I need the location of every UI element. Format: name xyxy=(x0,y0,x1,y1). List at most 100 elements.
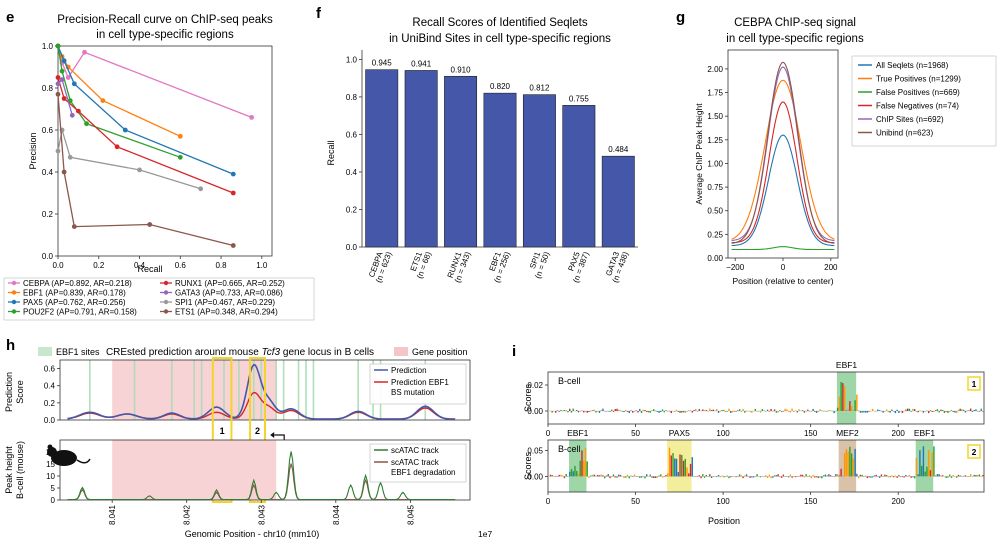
e-series-point xyxy=(114,144,120,150)
i-score-bar xyxy=(919,450,921,477)
f-bar-value-label: 0.941 xyxy=(411,59,432,68)
e-legend-marker xyxy=(11,290,17,295)
i-score-bar xyxy=(843,386,846,411)
i-score-bar xyxy=(975,474,977,477)
i-score-bar xyxy=(884,474,886,477)
i-score-bar xyxy=(749,476,751,478)
i-score-bar xyxy=(833,411,835,414)
i-score-bar xyxy=(574,465,576,477)
e-y-tick-label: 0.0 xyxy=(42,252,54,261)
i-track-badge-label: 2 xyxy=(972,447,977,457)
i-score-bar xyxy=(738,409,741,411)
i-score-bar xyxy=(723,409,725,411)
i-score-bar xyxy=(646,411,648,413)
i-score-bar xyxy=(938,411,940,413)
i-score-bar xyxy=(901,476,904,478)
f-bar-value-label: 0.820 xyxy=(490,82,511,91)
i-score-bar xyxy=(616,476,618,478)
i-score-bar xyxy=(803,411,806,413)
i-score-bar xyxy=(567,411,569,413)
e-series-point xyxy=(71,81,77,87)
i-score-bar xyxy=(691,411,693,413)
i-score-bar xyxy=(611,409,613,411)
g-legend-label: False Positives (n=669) xyxy=(876,88,960,97)
e-x-tick-label: 1.0 xyxy=(256,261,268,270)
i-score-bar xyxy=(684,411,686,413)
h-ebf1-site xyxy=(133,360,136,420)
i-motif-label: MEF2 xyxy=(836,428,859,438)
i-score-bar xyxy=(912,476,914,478)
e-legend-label: POU2F2 (AP=0.791, AR=0.158) xyxy=(23,308,137,317)
i-score-bar xyxy=(681,455,683,477)
i-score-bar xyxy=(933,446,935,477)
i-score-bar xyxy=(948,411,951,413)
i-score-bar xyxy=(698,408,700,411)
i-score-bar xyxy=(637,411,639,413)
f-bar xyxy=(601,155,635,248)
f-bar-value-label: 0.910 xyxy=(451,65,472,74)
i-y-tick-label: 0.05 xyxy=(527,446,543,455)
i-score-bar xyxy=(754,408,757,411)
panel-e-x-label: Recall xyxy=(137,264,162,274)
i-score-bar xyxy=(614,409,616,411)
i-score-bar xyxy=(556,410,559,411)
i-score-bar xyxy=(856,394,858,411)
i-motif-label: EBF1 xyxy=(567,428,589,438)
i-score-bar xyxy=(607,474,609,477)
i-score-bar xyxy=(868,411,870,412)
h-highlight-box xyxy=(211,357,233,503)
i-score-bar xyxy=(724,411,727,413)
g-x-tick-label: 0 xyxy=(781,263,786,272)
i-score-bar xyxy=(604,476,606,479)
i-score-bar xyxy=(756,474,758,477)
i-score-bar xyxy=(577,473,580,477)
i-score-bar xyxy=(710,410,713,411)
f-y-tick-label: 0.4 xyxy=(346,168,358,177)
i-score-bar xyxy=(894,475,897,477)
i-score-bar xyxy=(674,458,676,477)
f-bar xyxy=(365,69,399,248)
i-score-bar xyxy=(801,410,804,411)
i-score-bar xyxy=(791,476,793,478)
i-score-bar xyxy=(712,476,714,478)
i-score-bar xyxy=(572,408,574,411)
panel-e-y-label: Precision xyxy=(28,132,38,169)
i-track-badge xyxy=(967,376,981,391)
i-score-bar xyxy=(712,409,714,411)
i-score-bar xyxy=(786,409,788,411)
i-score-bar xyxy=(941,475,944,477)
h-legend-ebf1-swatch xyxy=(38,347,52,356)
i-score-bar xyxy=(819,476,821,478)
h-x-tick-label: 8.044 xyxy=(332,504,341,525)
i-score-bar xyxy=(612,411,615,412)
i-score-bar xyxy=(885,409,888,411)
g-y-tick-label: 1.00 xyxy=(707,159,723,168)
i-score-bar xyxy=(838,396,841,411)
i-score-bar xyxy=(586,461,588,477)
i-score-bar xyxy=(670,411,672,414)
mouse-icon xyxy=(47,444,91,466)
i-score-bar xyxy=(726,411,729,412)
i-y-tick-label: 0.02 xyxy=(527,381,543,390)
i-score-bar xyxy=(836,474,839,477)
i-score-bar xyxy=(656,411,658,412)
e-series-point xyxy=(75,108,81,114)
i-score-bar xyxy=(716,476,718,478)
i-score-bar xyxy=(660,474,662,477)
e-x-tick-label: 0.2 xyxy=(93,261,105,270)
h-top-legend-label: Prediction xyxy=(391,366,427,375)
i-x-tick-label: 200 xyxy=(892,497,906,506)
i-score-bar xyxy=(819,409,821,411)
i-x-tick-label: 50 xyxy=(631,429,640,438)
i-score-bar xyxy=(740,475,743,477)
e-legend-marker xyxy=(163,309,169,314)
h-bottom-legend-label: scATAC track xyxy=(391,446,440,455)
i-score-bar xyxy=(702,474,704,477)
i-score-bar xyxy=(941,410,944,411)
i-score-bar xyxy=(658,411,660,413)
i-score-bar xyxy=(565,474,567,477)
panel-g: g CEBPA ChIP-seq signal in cell type-spe… xyxy=(676,9,997,286)
f-bar-value-label: 0.945 xyxy=(372,59,393,68)
h-legend-gene-swatch xyxy=(394,347,408,356)
i-score-bar xyxy=(863,411,865,413)
